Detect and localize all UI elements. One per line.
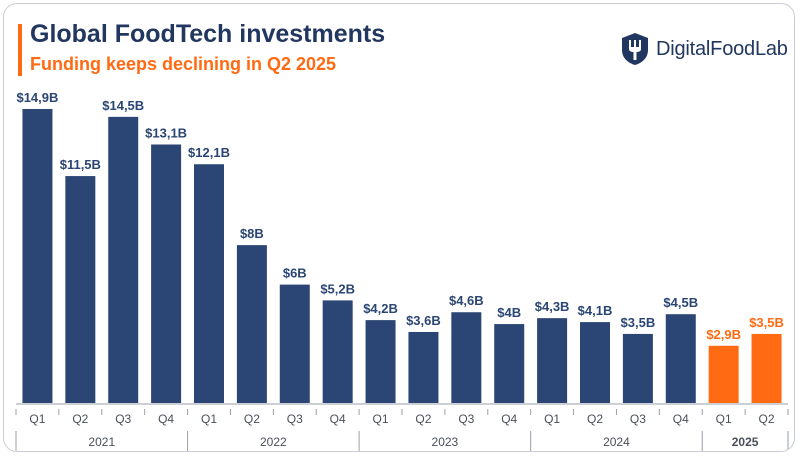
bar-value-label: $12,1B <box>188 145 230 160</box>
x-tick-label: Q4 <box>673 412 689 426</box>
bar-value-label: $4,6B <box>449 293 484 308</box>
chart-title: Global FoodTech investments <box>30 20 386 48</box>
year-label: 2022 <box>260 435 287 449</box>
year-label: 2024 <box>603 435 630 449</box>
chart-card: Global FoodTech investments Funding keep… <box>3 3 795 452</box>
bar-value-label: $3,5B <box>621 315 656 330</box>
bar <box>494 324 525 403</box>
bar-value-label: $4,2B <box>363 301 398 316</box>
x-tick-label: Q1 <box>544 412 560 426</box>
bar <box>194 164 224 403</box>
x-tick-label: Q2 <box>72 412 88 426</box>
bar <box>751 333 782 403</box>
x-tick-label: Q2 <box>587 412 603 426</box>
bar-value-label: $13,1B <box>145 125 187 140</box>
bar <box>708 345 739 403</box>
year-label: 2021 <box>88 435 115 449</box>
bar <box>322 300 353 403</box>
bar <box>151 144 182 403</box>
bar <box>236 245 267 403</box>
bar-chart: $14,9B Q1 $11,5B Q2 $14,5B Q3 $13,1B Q4 $12,1B Q1… <box>15 90 789 451</box>
x-tick-label: Q1 <box>716 412 732 426</box>
bar-value-label: $5,2B <box>320 281 355 296</box>
x-tick-label: Q4 <box>501 412 517 426</box>
bar-value-label: $6B <box>283 266 307 281</box>
year-label: 2025 <box>732 435 759 449</box>
bar-value-label: $14,5B <box>102 98 144 113</box>
bar-value-label: $4,3B <box>535 299 570 314</box>
x-tick-label: Q1 <box>201 412 217 426</box>
bar-value-label: $4,5B <box>663 295 698 310</box>
bar <box>65 176 96 403</box>
bar-value-label: $14,9B <box>16 90 58 105</box>
fork-shield-icon <box>622 33 648 65</box>
x-tick-label: Q3 <box>287 412 303 426</box>
bar <box>279 284 310 403</box>
bar <box>622 333 653 403</box>
bar <box>537 318 568 403</box>
brand-logo: DigitalFoodLab <box>620 32 788 66</box>
x-tick-label: Q4 <box>158 412 174 426</box>
bar <box>665 314 696 403</box>
x-tick-label: Q1 <box>29 412 45 426</box>
year-label: 2023 <box>432 435 459 449</box>
brand-name: DigitalFoodLab <box>656 37 788 60</box>
bar <box>365 320 396 403</box>
bar <box>580 322 610 403</box>
bar-value-label: $3,5B <box>749 315 784 330</box>
chart-subtitle: Funding keeps declining in Q2 2025 <box>30 54 337 74</box>
title-accent-bar <box>18 24 22 76</box>
x-tick-label: Q2 <box>759 412 775 426</box>
x-tick-label: Q3 <box>458 412 474 426</box>
bar-value-label: $3,6B <box>406 313 441 328</box>
x-tick-label: Q1 <box>373 412 389 426</box>
x-tick-label: Q3 <box>115 412 131 426</box>
x-tick-label: Q3 <box>630 412 646 426</box>
bar-value-label: $2,9B <box>706 327 741 342</box>
x-tick-label: Q4 <box>330 412 346 426</box>
bar-value-label: $4,1B <box>578 303 613 318</box>
bar <box>408 331 439 403</box>
bar-value-label: $11,5B <box>60 157 101 172</box>
bar-value-label: $8B <box>240 226 264 241</box>
x-tick-label: Q2 <box>244 412 260 426</box>
x-tick-label: Q2 <box>415 412 431 426</box>
bar <box>108 116 139 403</box>
bar <box>451 312 482 403</box>
bar <box>22 108 53 404</box>
bar-value-label: $4B <box>497 305 521 320</box>
